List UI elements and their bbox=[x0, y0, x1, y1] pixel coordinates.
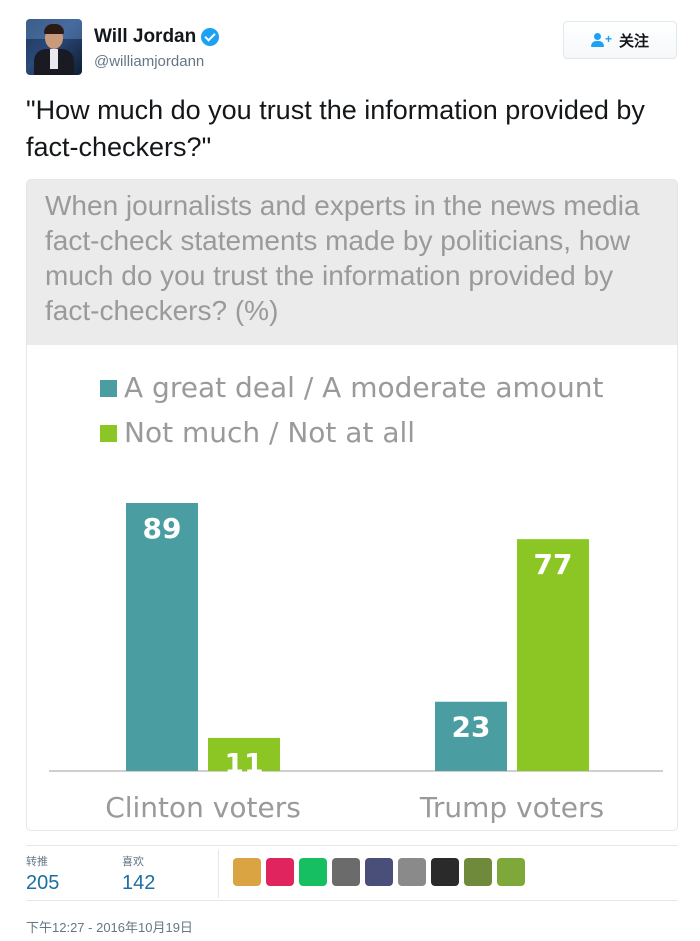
tweet-text: "How much do you trust the information p… bbox=[26, 95, 645, 162]
verified-icon bbox=[201, 28, 220, 46]
category-label-2: Trump voters bbox=[419, 791, 604, 824]
liker-avatar[interactable] bbox=[233, 858, 261, 886]
data-label-2-2: 77 bbox=[534, 548, 573, 581]
liker-avatar[interactable] bbox=[332, 858, 360, 886]
retweets-count: 205 bbox=[26, 872, 60, 894]
legend-label-1: A great deal / A moderate amount bbox=[124, 371, 603, 404]
tweet-stats: 转推 205 喜欢 142 bbox=[26, 845, 678, 901]
bar-1-1 bbox=[126, 503, 198, 771]
bar-chart: A great deal / A moderate amount Not much… bbox=[49, 371, 663, 824]
data-label-1-2: 11 bbox=[225, 747, 264, 780]
bar-1-2 bbox=[208, 737, 280, 771]
add-user-icon: + bbox=[590, 32, 613, 48]
liker-avatar[interactable] bbox=[398, 858, 426, 886]
liker-avatar[interactable] bbox=[299, 858, 327, 886]
likes-stat[interactable]: 喜欢 142 bbox=[122, 853, 155, 895]
tweet-header: Will Jordan @williamjordann + 关注 bbox=[26, 19, 678, 79]
data-label-2-1: 23 bbox=[452, 711, 491, 744]
liker-avatar[interactable] bbox=[464, 858, 492, 886]
timestamp[interactable]: 下午12:27 - 2016年10月19日 bbox=[26, 920, 193, 935]
chart-title-box: When journalists and experts in the news… bbox=[27, 180, 677, 345]
follow-label: 关注 bbox=[618, 32, 649, 50]
user-handle[interactable]: @williamjordann bbox=[94, 53, 205, 70]
retweets-stat[interactable]: 转推 205 bbox=[26, 853, 59, 895]
legend-label-2: Not much / Not at all bbox=[124, 416, 415, 449]
user-name[interactable]: Will Jordan bbox=[94, 26, 197, 47]
category-label-1: Clinton voters bbox=[105, 791, 301, 824]
liker-avatar[interactable] bbox=[497, 858, 525, 886]
liker-avatar[interactable] bbox=[365, 858, 393, 886]
user-name-row[interactable]: Will Jordan bbox=[94, 26, 220, 48]
bar-2-2 bbox=[517, 539, 589, 771]
legend-swatch-1 bbox=[100, 380, 117, 397]
likes-count: 142 bbox=[122, 872, 156, 894]
liker-avatars bbox=[233, 858, 530, 886]
follow-button[interactable]: + 关注 bbox=[563, 21, 677, 59]
stats-divider bbox=[218, 850, 219, 898]
tweet-media-chart[interactable]: When journalists and experts in the news… bbox=[26, 179, 678, 831]
likes-label: 喜欢 bbox=[122, 856, 144, 868]
data-label-1-1: 89 bbox=[143, 512, 182, 545]
liker-avatar[interactable] bbox=[266, 858, 294, 886]
retweets-label: 转推 bbox=[26, 856, 48, 868]
bar-2-1 bbox=[435, 701, 507, 771]
chart-title: When journalists and experts in the news… bbox=[45, 190, 640, 326]
avatar[interactable] bbox=[26, 19, 82, 75]
legend-swatch-2 bbox=[100, 425, 117, 442]
liker-avatar[interactable] bbox=[431, 858, 459, 886]
